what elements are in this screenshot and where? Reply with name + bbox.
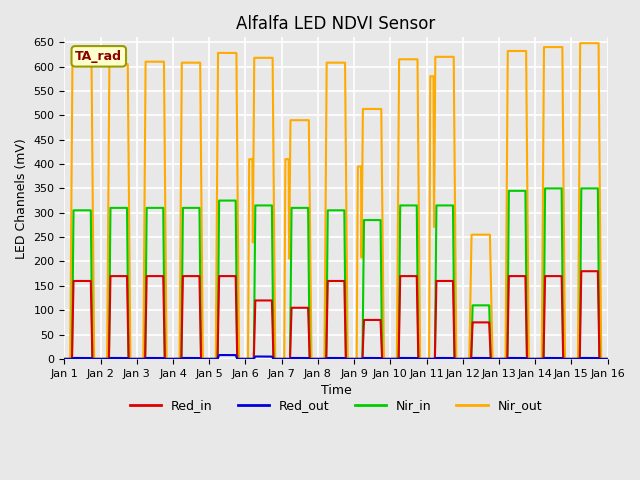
Legend: Red_in, Red_out, Nir_in, Nir_out: Red_in, Red_out, Nir_in, Nir_out: [125, 394, 547, 417]
Text: TA_rad: TA_rad: [76, 50, 122, 63]
Y-axis label: LED Channels (mV): LED Channels (mV): [15, 138, 28, 259]
Title: Alfalfa LED NDVI Sensor: Alfalfa LED NDVI Sensor: [236, 15, 436, 33]
X-axis label: Time: Time: [321, 384, 351, 397]
